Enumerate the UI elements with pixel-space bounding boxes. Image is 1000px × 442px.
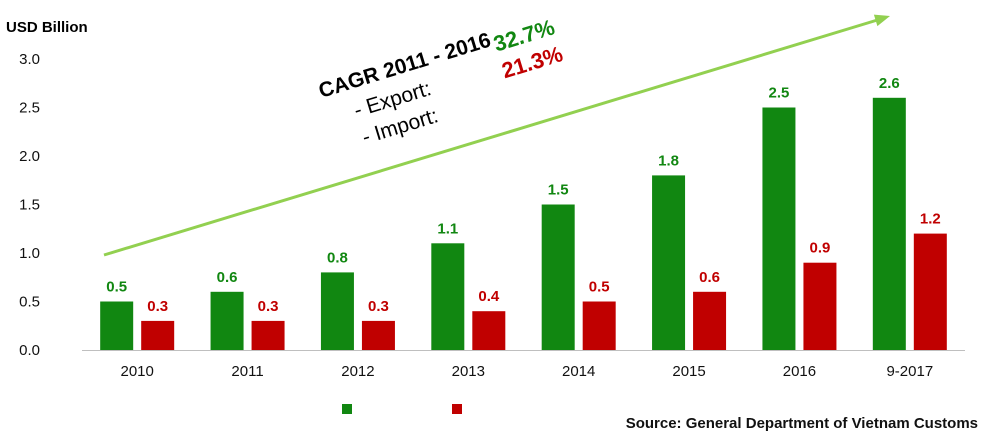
data-label: 0.3	[258, 298, 279, 315]
y-axis-label: USD Billion	[6, 19, 88, 36]
cagr-text: CAGR 2011 - 2016- Export:32.7%- Import:2…	[316, 14, 566, 149]
bar-series-2	[141, 320, 175, 350]
data-label: 0.5	[589, 279, 610, 296]
x-tick-label: 2012	[341, 363, 374, 380]
bar-series-2	[251, 320, 285, 350]
y-tick-label: 2.5	[19, 100, 40, 117]
legend-swatch	[342, 404, 352, 414]
x-tick-label: 9-2017	[886, 363, 933, 380]
legend-swatch	[452, 404, 462, 414]
bar-series-1	[100, 301, 134, 350]
x-tick-label: 2013	[452, 363, 485, 380]
bar-series-2	[803, 262, 837, 350]
data-label: 2.6	[879, 75, 900, 92]
x-tick-label: 2011	[231, 363, 263, 380]
data-label: 0.6	[699, 269, 720, 286]
x-tick-label: 2016	[783, 363, 816, 380]
y-tick-label: 1.5	[19, 197, 40, 214]
bar-series-2	[472, 311, 506, 350]
y-tick-label: 0.0	[19, 342, 40, 359]
bar-series-1	[320, 272, 354, 350]
x-tick-label: 2014	[562, 363, 595, 380]
data-label: 1.8	[658, 152, 679, 169]
y-tick-label: 0.5	[19, 294, 40, 311]
data-label: 2.5	[769, 85, 790, 102]
data-label: 1.5	[548, 182, 569, 199]
bar-series-2	[913, 233, 947, 350]
data-label: 0.9	[810, 240, 831, 257]
x-tick-label: 2010	[121, 363, 154, 380]
data-label: 0.3	[368, 298, 389, 315]
data-label: 1.2	[920, 211, 941, 228]
source-note: Source: General Department of Vietnam Cu…	[625, 415, 978, 432]
trend-arrow	[103, 16, 885, 257]
data-label: 0.6	[217, 269, 238, 286]
y-tick-label: 2.0	[19, 148, 40, 165]
bar-series-2	[361, 320, 395, 350]
bar-series-2	[693, 291, 727, 350]
bar-series-1	[210, 291, 244, 350]
bar-series-1	[431, 243, 465, 350]
bar-series-1	[872, 97, 906, 350]
data-label: 0.3	[147, 298, 168, 315]
chart-legend	[342, 404, 462, 414]
bar-series-1	[541, 204, 575, 350]
x-tick-label: 2015	[672, 363, 705, 380]
data-label: 1.1	[437, 220, 458, 237]
chart-axes: USD Billion 0.0 0.5 1.0 1.5 2.0 2.5 3.0 2010 2011…	[6, 19, 965, 380]
y-tick-label: 1.0	[19, 245, 40, 262]
bar-series-2	[582, 301, 616, 350]
trend-arrow-head	[873, 14, 890, 27]
data-label: 0.5	[106, 279, 127, 296]
bar-series-1	[762, 107, 796, 350]
data-label: 0.4	[478, 288, 500, 305]
data-label: 0.8	[327, 249, 348, 266]
y-tick-label: 3.0	[19, 51, 40, 68]
bar-series-1	[652, 175, 686, 350]
chart-bars: 0.5 0.3 0.6 0.3 0.8 0.3 1.1 0.4 1.5 0.5 1.8 0.6 2.5 0…	[100, 75, 947, 350]
